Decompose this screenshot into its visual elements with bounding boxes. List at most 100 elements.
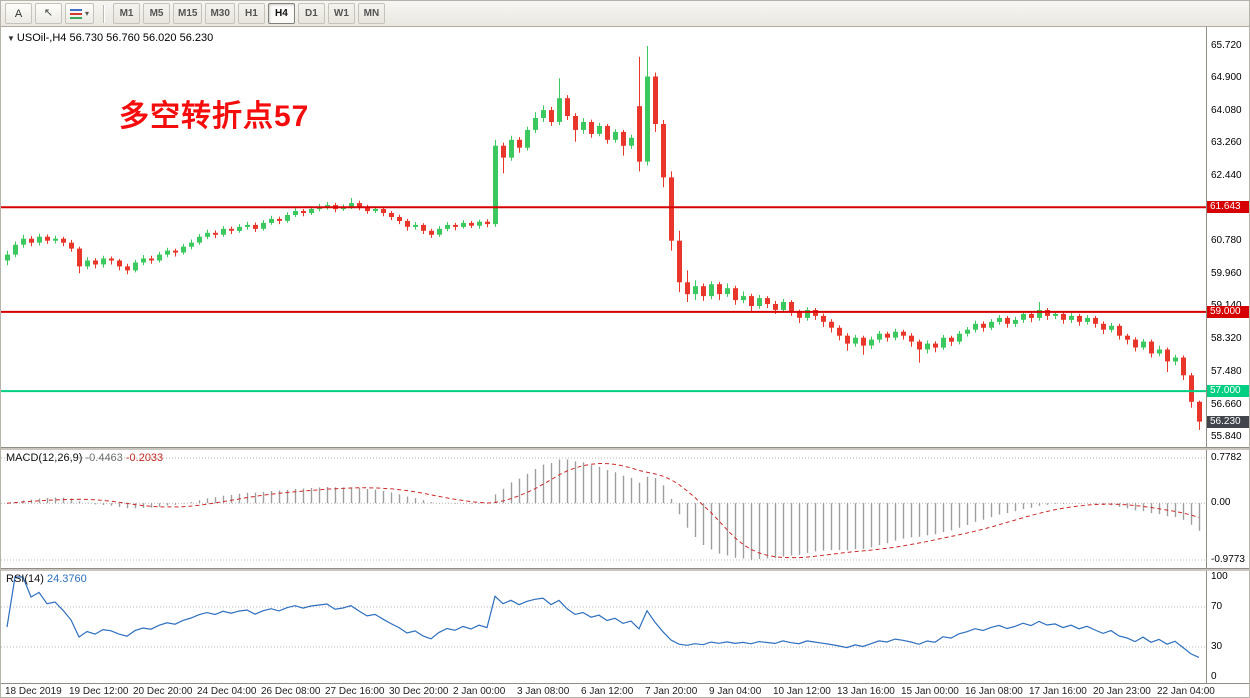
chart-annotation-text[interactable]: 多空转折点57: [119, 100, 310, 133]
text-tool-button[interactable]: A: [5, 3, 32, 24]
macd-main-value: -0.4463: [85, 452, 123, 464]
macd-canvas[interactable]: [1, 450, 1206, 568]
candle-body: [29, 238, 34, 243]
candle-body: [1013, 319, 1018, 324]
candle-body: [53, 238, 58, 241]
timeframe-button-m1[interactable]: M1: [113, 3, 141, 24]
rsi-canvas[interactable]: [1, 571, 1206, 683]
candle-body: [173, 250, 178, 253]
candle-body: [789, 302, 794, 312]
price-axis-label: 56.660: [1211, 398, 1242, 410]
timeframe-button-m5[interactable]: M5: [143, 3, 171, 24]
timeframe-button-w1[interactable]: W1: [327, 3, 355, 24]
candle-body: [389, 213, 394, 217]
time-axis-label: 15 Jan 00:00: [901, 686, 959, 697]
candle-body: [1069, 315, 1074, 320]
candle-body: [1029, 313, 1034, 318]
timeframe-button-h1[interactable]: H1: [237, 3, 265, 24]
candle-body: [813, 310, 818, 316]
candle-body: [925, 343, 930, 350]
main-chart-canvas[interactable]: [1, 27, 1206, 447]
candle-body: [645, 76, 650, 162]
rsi-axis-label: 70: [1211, 601, 1223, 612]
candle-body: [861, 337, 866, 346]
timeframe-button-d1[interactable]: D1: [297, 3, 325, 24]
time-axis-label: 16 Jan 08:00: [965, 686, 1023, 697]
candle-body: [213, 232, 218, 235]
candle-body: [101, 258, 106, 265]
candle-body: [85, 260, 90, 267]
candle-body: [253, 224, 258, 229]
time-axis-label: 19 Dec 12:00: [69, 686, 129, 697]
time-axis-label: 9 Jan 04:00: [709, 686, 762, 697]
candle-body: [1141, 341, 1146, 348]
candle-body: [93, 260, 98, 265]
candle-body: [381, 209, 386, 213]
rsi-line: [6, 576, 1200, 658]
candle-body: [581, 122, 586, 130]
dropdown-arrow-icon: ▾: [85, 9, 90, 18]
time-axis-label: 13 Jan 16:00: [837, 686, 895, 697]
timeframe-button-h4[interactable]: H4: [267, 3, 295, 24]
timeframe-button-mn[interactable]: MN: [357, 3, 385, 24]
candle-body: [509, 139, 514, 158]
candle-body: [477, 221, 482, 226]
candle-body: [309, 209, 314, 213]
line-style-tool-button[interactable]: ▾: [65, 3, 95, 24]
collapse-arrow-icon[interactable]: ▼: [7, 34, 15, 43]
candle-body: [133, 262, 138, 271]
candle-body: [573, 116, 578, 130]
candle-body: [757, 298, 762, 306]
candle-body: [829, 321, 834, 328]
price-axis-label: 55.840: [1211, 430, 1242, 442]
macd-label-row: MACD(12,26,9) -0.4463 -0.2033: [6, 452, 163, 464]
candle-body: [981, 323, 986, 328]
price-axis-label: 65.720: [1211, 39, 1242, 51]
macd-axis-label: -0.9773: [1211, 554, 1245, 565]
timeframe-buttons: M1 M5 M15 M30 H1 H4 D1 W1 MN: [113, 3, 385, 24]
candle-body: [845, 335, 850, 344]
timeframe-button-m15[interactable]: M15: [173, 3, 203, 24]
candle-body: [349, 203, 354, 208]
candle-body: [749, 296, 754, 306]
panel-divider-rsi[interactable]: [1, 568, 1249, 571]
line-style-icon: [70, 8, 82, 19]
timeframe-button-m30[interactable]: M30: [205, 3, 235, 24]
candle-body: [773, 304, 778, 310]
time-axis-label: 22 Jan 04:00: [1157, 686, 1215, 697]
candle-body: [1101, 323, 1106, 330]
candle-body: [565, 98, 570, 116]
price-axis: 65.720 64.900 64.080 63.260 62.440 60.780 59.9…: [1206, 27, 1249, 447]
price-axis-label: 59.140: [1211, 300, 1242, 311]
candle-body: [189, 242, 194, 247]
panel-divider-macd[interactable]: [1, 447, 1249, 450]
time-axis-label: 18 Dec 2019: [5, 686, 62, 697]
candle-body: [469, 222, 474, 226]
candle-body: [77, 248, 82, 267]
candle-body: [741, 296, 746, 301]
candle-body: [405, 220, 410, 227]
time-axis-label: 7 Jan 20:00: [645, 686, 698, 697]
candle-body: [117, 260, 122, 267]
candle-body: [797, 311, 802, 318]
candle-body: [541, 110, 546, 118]
time-axis-label: 27 Dec 16:00: [325, 686, 385, 697]
candle-body: [453, 224, 458, 227]
time-axis-label: 20 Dec 20:00: [133, 686, 193, 697]
candle-body: [413, 224, 418, 227]
macd-signal-line: [6, 462, 1200, 559]
candle-body: [917, 341, 922, 350]
pointer-tool-button[interactable]: ↖: [35, 3, 62, 24]
time-axis-label: 3 Jan 08:00: [517, 686, 570, 697]
candle-body: [933, 343, 938, 348]
candle-body: [685, 282, 690, 295]
candle-body: [1109, 325, 1114, 330]
macd-signal-value: -0.2033: [125, 452, 164, 464]
candle-body: [725, 288, 730, 295]
candle-body: [853, 337, 858, 344]
candle-body: [445, 224, 450, 229]
rsi-axis: 100 70 30 0: [1206, 571, 1249, 683]
candle-body: [493, 145, 498, 225]
price-axis-label: 60.780: [1211, 235, 1242, 247]
